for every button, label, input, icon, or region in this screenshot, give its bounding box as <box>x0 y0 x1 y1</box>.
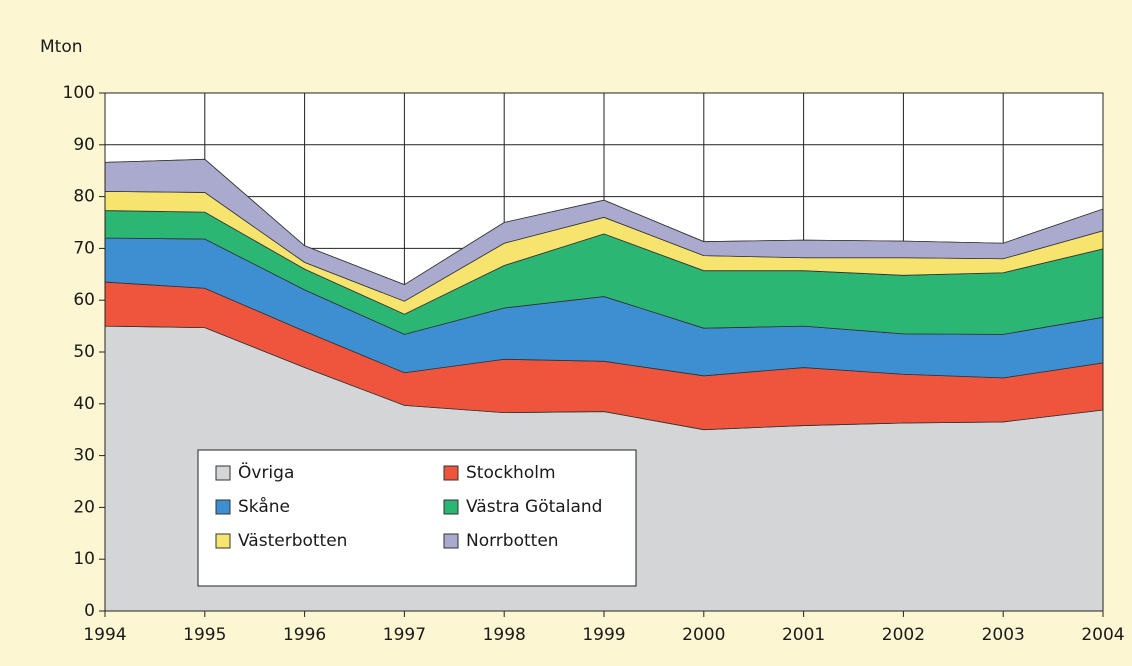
legend-swatch <box>215 499 231 515</box>
y-axis-label: Mton <box>40 37 83 57</box>
x-tick-label: 2004 <box>1081 625 1124 645</box>
y-tick-label: 30 <box>73 446 95 466</box>
legend-label: Norrbotten <box>466 531 559 551</box>
legend-label: Skåne <box>238 496 290 517</box>
y-tick-label: 80 <box>73 187 95 207</box>
legend: Övriga Stockholm Skåne Västra Götaland Väste… <box>197 449 637 587</box>
legend-swatch <box>443 465 459 481</box>
y-tick-label: 50 <box>73 342 95 362</box>
y-tick-label: 40 <box>73 394 95 414</box>
x-tick-label: 2001 <box>782 625 825 645</box>
x-tick-label: 2002 <box>882 625 925 645</box>
x-tick-label: 2003 <box>982 625 1025 645</box>
x-tick-label: 2000 <box>682 625 725 645</box>
legend-swatch <box>443 499 459 515</box>
legend-label: Västra Götaland <box>466 497 602 517</box>
y-tick-label: 70 <box>73 238 95 258</box>
legend-label: Övriga <box>238 461 294 483</box>
legend-swatch <box>215 465 231 481</box>
legend-label: Stockholm <box>466 463 556 483</box>
x-tick-label: 1996 <box>283 625 326 645</box>
legend-box <box>197 449 637 587</box>
legend-swatch <box>443 533 459 549</box>
legend-swatch <box>215 533 231 549</box>
y-tick-label: 10 <box>73 549 95 569</box>
y-tick-label: 20 <box>73 497 95 517</box>
x-tick-label: 1994 <box>83 625 126 645</box>
y-tick-label: 90 <box>73 135 95 155</box>
x-tick-label: 1997 <box>383 625 426 645</box>
legend-label: Västerbotten <box>238 531 347 551</box>
x-tick-label: 1999 <box>582 625 625 645</box>
y-tick-label: 0 <box>84 601 95 621</box>
y-tick-label: 60 <box>73 290 95 310</box>
x-tick-label: 1995 <box>183 625 226 645</box>
y-tick-label: 100 <box>63 83 95 103</box>
x-tick-label: 1998 <box>483 625 526 645</box>
